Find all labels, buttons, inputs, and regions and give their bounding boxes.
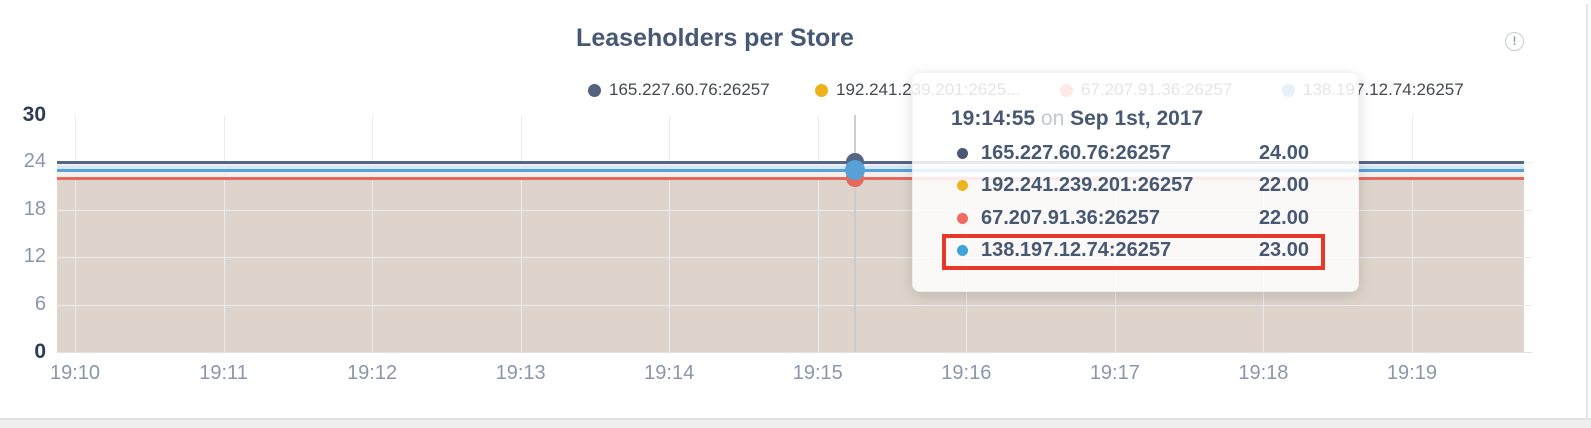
tooltip-series-dot-icon: [957, 212, 968, 224]
hover-dot-138.197.12.74:26257: [845, 160, 865, 181]
tooltip-row-value: 22.00: [1258, 206, 1309, 229]
tooltip-time: 19:14:55: [951, 107, 1036, 130]
x-tick-label: 19:15: [792, 362, 843, 384]
gridline-horizontal: [57, 257, 1532, 259]
tooltip-row: 138.197.12.74:26257 23.00: [942, 235, 1325, 268]
tooltip-row-label: 138.197.12.74:26257: [981, 239, 1172, 262]
tooltip-date: Sep 1st, 2017: [1070, 107, 1204, 130]
tooltip-row-value: 23.00: [1258, 239, 1309, 262]
next-panel-edge: [0, 420, 1591, 428]
x-tick-label: 19:11: [199, 362, 248, 384]
gridline-horizontal: [57, 209, 1532, 211]
gridline-vertical: [372, 115, 374, 352]
tooltip-row-label: 67.207.91.36:26257: [981, 206, 1161, 229]
tooltip-series-dot-icon: [957, 245, 968, 257]
tooltip-row: 192.241.239.201:26257 22.00: [942, 170, 1325, 203]
area-fill-band-mid: [57, 170, 1524, 179]
hover-tooltip: 19:14:55 on Sep 1st, 2017 165.227.60.76:…: [912, 72, 1359, 292]
gridline-vertical: [223, 115, 225, 352]
tooltip-row: 67.207.91.36:26257 22.00: [942, 202, 1325, 235]
axis-baseline: [57, 352, 1532, 353]
tooltip-rows: 165.227.60.76:26257 24.00 192.241.239.201:…: [942, 137, 1325, 267]
tooltip-series-dot-icon: [957, 147, 968, 159]
y-tick-label: 30: [22, 103, 46, 126]
tooltip-row-value: 24.00: [1258, 141, 1309, 164]
x-tick-label: 19:16: [941, 362, 992, 384]
gridline-horizontal: [57, 304, 1532, 306]
series-line-138.197.12.74:26257: [57, 168, 1524, 172]
x-tick-label: 19:10: [49, 362, 101, 384]
panel-right-divider: [1586, 4, 1588, 420]
series-line-165.227.60.76:26257: [57, 160, 1524, 164]
legend-series-dot-icon: [815, 83, 828, 97]
tooltip-row-label: 165.227.60.76:26257: [981, 141, 1172, 164]
y-tick-label: 24: [23, 150, 46, 173]
x-tick-label: 19:19: [1386, 362, 1437, 384]
legend-item-label: 165.227.60.76:26257: [609, 80, 770, 99]
tooltip-row-label: 192.241.239.201:26257: [981, 174, 1194, 197]
legend-item-1[interactable]: 165.227.60.76:26257: [588, 80, 770, 100]
tooltip-series-dot-icon: [957, 180, 968, 192]
gridline-vertical: [817, 115, 819, 352]
x-tick-label: 19:18: [1238, 362, 1289, 384]
tooltip-timestamp: 19:14:55 on Sep 1st, 2017: [951, 107, 1203, 131]
y-tick-label: 12: [23, 245, 46, 268]
chart-title: Leaseholders per Store: [576, 24, 854, 52]
area-fill-band-top: [57, 162, 1524, 171]
x-tick-label: 19:12: [347, 362, 398, 384]
series-line-67.207.91.36:26257: [57, 176, 1524, 180]
legend-series-dot-icon: [588, 83, 601, 97]
hover-guideline: [854, 115, 856, 352]
y-tick-label: 18: [23, 197, 46, 220]
gridline-vertical: [520, 115, 522, 352]
gridline-vertical: [1411, 115, 1413, 352]
panel-bottom-border: [0, 418, 1591, 420]
tooltip-row-value: 22.00: [1258, 174, 1309, 197]
x-tick-label: 19:13: [495, 362, 546, 384]
x-tick-label: 19:17: [1089, 362, 1140, 384]
alert-circle-exclamation-icon[interactable]: !: [1505, 32, 1524, 51]
tooltip-conjunction: on: [1040, 107, 1065, 130]
gridline-vertical: [75, 115, 76, 352]
tooltip-row: 165.227.60.76:26257 24.00: [942, 137, 1325, 170]
y-tick-label: 6: [34, 292, 46, 315]
y-tick-label: 0: [34, 340, 46, 363]
x-tick-label: 19:14: [644, 362, 695, 384]
gridline-vertical: [669, 115, 671, 352]
